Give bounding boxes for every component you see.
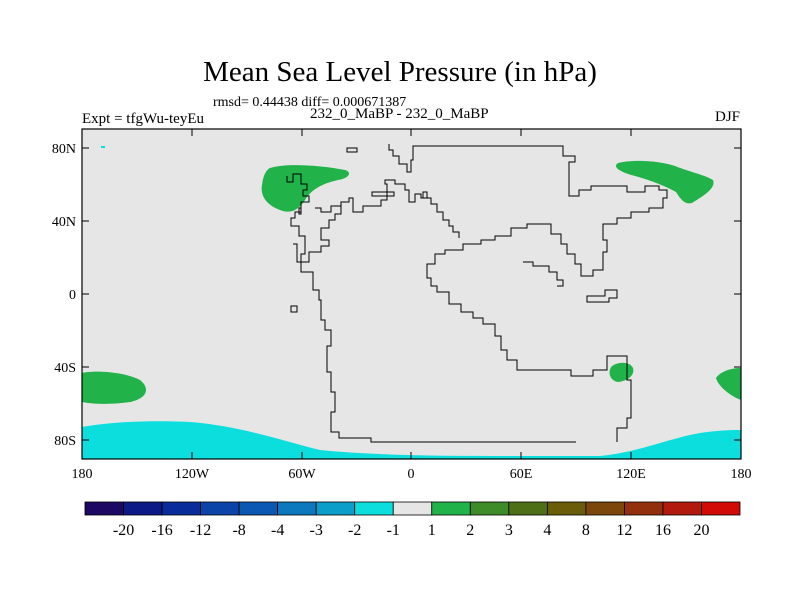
colorbar-box [469,501,510,516]
coastline-island-3 [371,191,395,197]
colorbar-label: 20 [693,522,709,539]
y-tick-label: 40S [54,361,76,376]
x-tick-label: 120E [616,467,646,482]
coastline-eurasia-africa [388,144,668,442]
coastline-americas-west [286,173,576,443]
colorbar-label: 16 [655,522,671,539]
colorbar-label: 3 [505,522,513,539]
colorbar-label: -12 [190,522,211,539]
colorbar-box [200,501,240,516]
colorbar-box [315,501,356,516]
colorbar-box [238,501,279,516]
colorbar-box [161,501,201,516]
colorbar-box [662,501,702,516]
colorbar-label: 8 [582,522,590,539]
colorbar-box [123,501,163,516]
y-tick-label: 40N [52,215,76,230]
coastline-island-2 [346,147,358,153]
colorbar-box [585,501,625,516]
colorbar-box [508,501,548,516]
region-north-pacific [615,160,714,204]
y-axis-ticks [82,147,741,441]
y-tick-label: 80N [52,142,76,157]
coastline-americas-east [315,179,460,238]
colorbar-label: 12 [616,522,632,539]
y-tick-label: 0 [69,288,76,303]
x-tick-labels: 180 120W 60W 0 60E 120E 180 [72,467,752,482]
colorbar-label: 4 [543,522,551,539]
comparison-label: 232_0_MaBP - 232_0_MaBP [310,106,489,122]
colorbar-box [431,501,471,516]
coastline-inner-sea [523,261,564,287]
colorbar-box [84,501,124,516]
colorbar-box [624,501,664,516]
x-tick-label: 60E [510,467,533,482]
colorbar-label: -3 [310,522,323,539]
colorbar-box [392,501,433,516]
region-antarctic-margin [82,421,741,459]
coastline-island-6 [298,207,302,215]
region-arctic-speck [101,146,105,148]
colorbar-label: -20 [113,522,134,539]
coastlines [286,144,668,443]
chart-title: Mean Sea Level Pressure (in hPa) [203,56,597,88]
colorbar-label: -1 [387,522,400,539]
coastline-island-5 [422,191,428,199]
region-north-atlantic [261,165,350,212]
colorbar: -20 -16 -12 -8 -4 -3 -2 -1 1 2 3 4 8 12 16 20 [84,501,741,539]
x-tick-label: 60W [288,467,316,482]
y-tick-labels: 80N 40N 0 40S 80S [52,142,76,449]
region-south-pacific-west [82,371,146,404]
x-tick-label: 180 [731,467,752,482]
x-axis-ticks [81,129,742,459]
colorbar-box [701,501,741,516]
colorbar-label: -8 [232,522,245,539]
coastline-island-4 [290,305,298,313]
experiment-label: Expt = tfgWu-teyEu [82,111,204,127]
coastline-island-1 [586,289,618,303]
colorbar-label: -4 [271,522,284,539]
colorbar-label: -16 [151,522,172,539]
colorbar-label: -2 [348,522,361,539]
map-background [82,129,741,459]
coastline-americas-central [293,206,342,263]
colorbar-box [354,501,394,516]
stats-label: rmsd= 0.44438 diff= 0.000671387 [213,95,407,110]
x-tick-label: 0 [408,467,415,482]
x-tick-label: 120W [175,467,210,482]
colorbar-label: 2 [466,522,474,539]
season-label: DJF [714,109,740,125]
y-tick-label: 80S [54,434,76,449]
colorbar-box [277,501,317,516]
region-southeast-pacific-east [716,368,741,400]
x-tick-label: 180 [72,467,93,482]
colorbar-label: 1 [428,522,436,539]
colorbar-box [546,501,587,516]
